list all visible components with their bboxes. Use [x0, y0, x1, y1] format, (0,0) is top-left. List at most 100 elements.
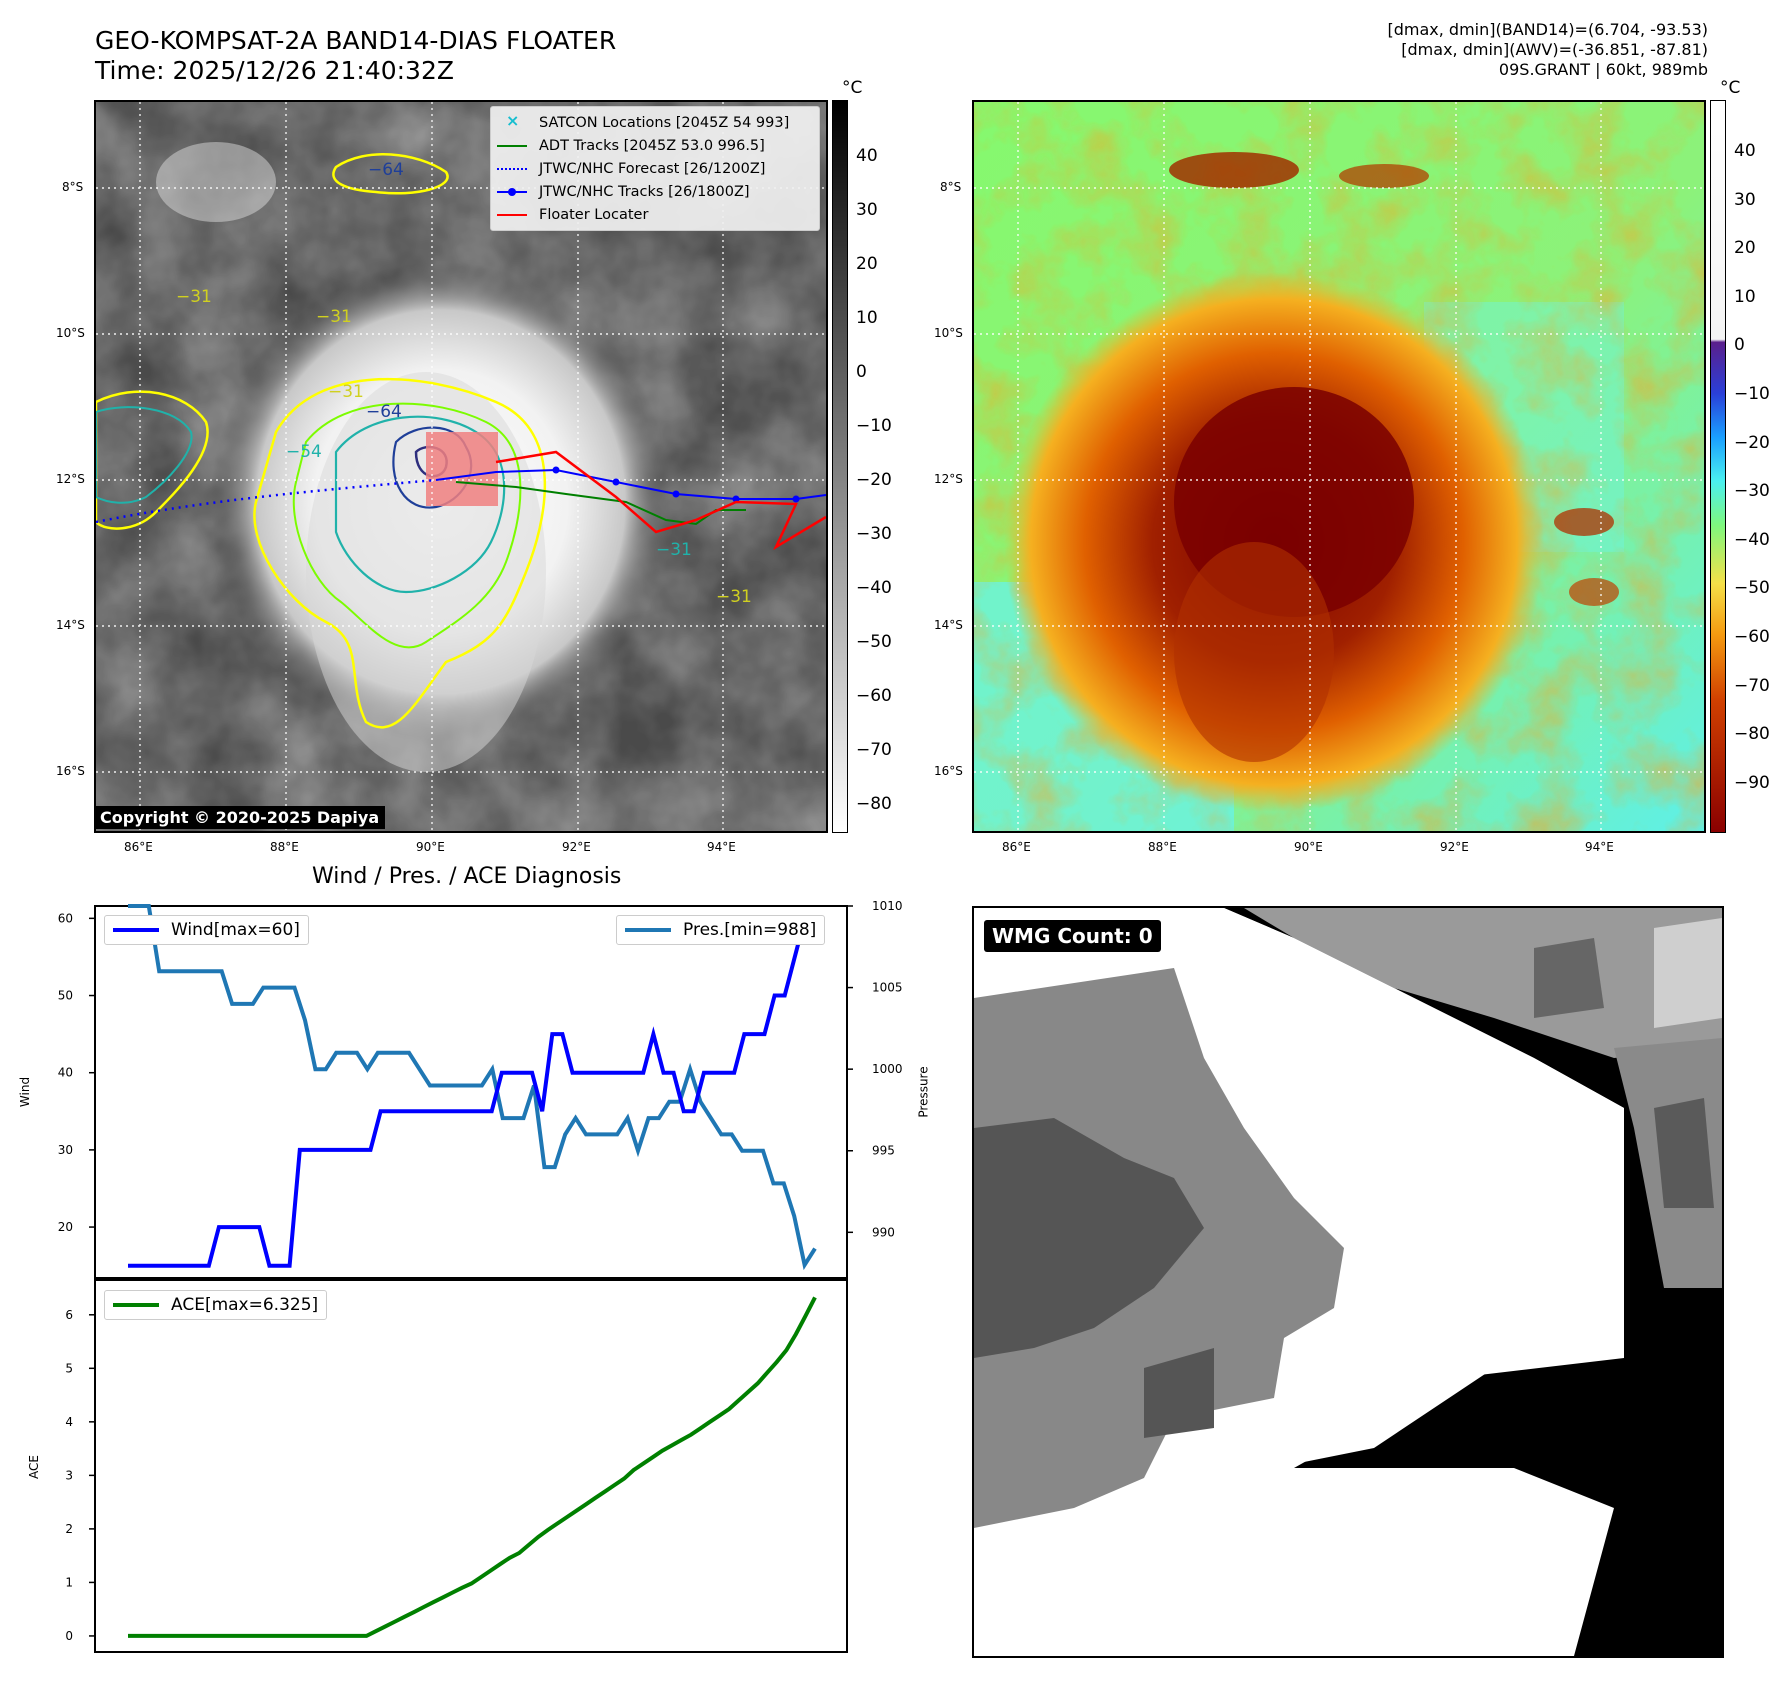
y2-tick-label: 1000: [872, 1062, 903, 1076]
ir-colorbar: [832, 100, 848, 833]
lat-label: 12°S: [934, 472, 963, 486]
y-tick-label: 5: [65, 1361, 73, 1375]
wmg-image: [974, 908, 1722, 1656]
awv-satellite-panel: [972, 100, 1706, 833]
contour-label: −31: [656, 540, 692, 560]
colorbar-tick: 0: [1734, 335, 1745, 356]
y2-tick-label: 995: [872, 1144, 895, 1158]
line-marker-icon: [497, 208, 527, 222]
ir-satellite-image: [96, 102, 826, 831]
legend-item-jtwc-tracks: JTWC/NHC Tracks [26/1800Z]: [497, 180, 813, 203]
info-line-1: [dmax, dmin](BAND14)=(6.704, -93.53): [1387, 20, 1709, 39]
contour-label: −31: [176, 287, 212, 307]
line-marker-icon: [497, 139, 527, 153]
lat-label: 10°S: [934, 326, 963, 340]
colorbar-tick: −50: [1734, 578, 1770, 599]
y2-tick-label: 1010: [872, 899, 903, 913]
wmg-panel: [972, 906, 1724, 1658]
awv-satellite-image: [974, 102, 1704, 831]
diagnosis-title: Wind / Pres. / ACE Diagnosis: [312, 864, 622, 889]
lat-label: 8°S: [62, 180, 84, 194]
colorbar-tick: 20: [856, 254, 878, 274]
colorbar-tick: 30: [856, 200, 878, 220]
colorbar-tick: −20: [856, 470, 892, 490]
colorbar-tick: −70: [1734, 675, 1770, 696]
ace-axis-label: ACE: [26, 1455, 41, 1479]
lon-label: 92°E: [1440, 840, 1469, 854]
line-swatch-icon: [113, 1303, 159, 1307]
y-tick-label: 40: [58, 1066, 73, 1080]
lon-label: 88°E: [270, 840, 299, 854]
legend-item-satcon: × SATCON Locations [2045Z 54 993]: [497, 111, 813, 134]
legend-label: Wind[max=60]: [171, 920, 300, 940]
lat-label: 10°S: [56, 326, 85, 340]
lat-label: 16°S: [934, 764, 963, 778]
lon-label: 94°E: [1585, 840, 1614, 854]
colorbar-tick: 40: [856, 146, 878, 166]
line-swatch-icon: [625, 928, 671, 932]
pressure-axis-label: Pressure: [916, 1066, 931, 1118]
chart-title-line2: Time: 2025/12/26 21:40:32Z: [95, 56, 454, 85]
copyright-badge: Copyright © 2020-2025 Dapiya: [94, 806, 386, 829]
info-line-2: [dmax, dmin](AWV)=(-36.851, -87.81): [1401, 40, 1708, 59]
lon-label: 86°E: [1002, 840, 1031, 854]
colorbar-tick: −40: [856, 578, 892, 598]
lon-label: 90°E: [1294, 840, 1323, 854]
ace-line: [128, 1296, 817, 1638]
colorbar-tick: −10: [1734, 384, 1770, 404]
ir-satellite-panel: −64 −31 −31 −31 −64 −54 −31 −31: [94, 100, 828, 833]
lat-label: 14°S: [934, 618, 963, 632]
colorbar-tick: −30: [856, 524, 892, 544]
legend-item-forecast: JTWC/NHC Forecast [26/1200Z]: [497, 157, 813, 180]
colorbar-tick: −60: [856, 686, 892, 706]
y-tick-label: 6: [65, 1308, 73, 1322]
ir-colorbar-unit: °C: [842, 78, 863, 98]
pres-legend: Pres.[min=988]: [616, 915, 826, 945]
line-swatch-icon: [113, 928, 159, 932]
y-tick-label: 3: [65, 1468, 73, 1482]
y2-tick-label: 990: [872, 1225, 895, 1239]
contour-label: −64: [366, 402, 402, 422]
colorbar-tick: −10: [856, 416, 892, 436]
chart-title-line1: GEO-KOMPSAT-2A BAND14-DIAS FLOATER: [95, 26, 617, 55]
contour-label: −31: [316, 307, 352, 327]
legend-label: SATCON Locations [2045Z 54 993]: [539, 114, 790, 131]
diagnosis-chart: 20 30 40 50 60 990 995 1000 1005 1010 0 1 2 3 4 5 6: [58, 899, 903, 1653]
dotted-line-icon: [497, 162, 527, 176]
colorbar-tick: −90: [1734, 772, 1770, 793]
colorbar-tick: −30: [1734, 481, 1770, 502]
colorbar-tick: 10: [856, 308, 878, 328]
y-tick-label: 50: [58, 989, 73, 1003]
legend-label: Floater Locater: [539, 206, 649, 223]
info-block: [dmax, dmin](BAND14)=(6.704, -93.53) [dm…: [1388, 20, 1709, 80]
contour-label: −31: [328, 382, 364, 402]
y-tick-label: 0: [65, 1629, 73, 1643]
dot-line-icon: [497, 185, 527, 199]
lon-label: 94°E: [707, 840, 736, 854]
awv-colorbar-unit: °C: [1720, 78, 1741, 98]
ir-legend: × SATCON Locations [2045Z 54 993] ADT Tr…: [490, 106, 820, 231]
y-tick-label: 30: [58, 1143, 73, 1157]
colorbar-tick: 40: [1734, 141, 1756, 161]
colorbar-tick: −60: [1734, 627, 1770, 647]
ace-axes: [94, 1279, 848, 1653]
y-tick-label: 20: [58, 1220, 73, 1234]
colorbar-tick: 20: [1734, 238, 1756, 259]
y-tick-label: 60: [58, 911, 73, 925]
y2-tick-label: 1005: [872, 981, 903, 995]
colorbar-tick: 0: [856, 362, 867, 382]
wind-line: [128, 916, 815, 1268]
lat-label: 14°S: [56, 618, 85, 632]
legend-label: Pres.[min=988]: [683, 920, 817, 940]
colorbar-tick: −50: [856, 632, 892, 652]
lon-label: 92°E: [562, 840, 591, 854]
pressure-line: [128, 904, 817, 1271]
y-tick-label: 4: [65, 1415, 73, 1429]
colorbar-tick: 10: [1734, 286, 1756, 307]
ace-legend: ACE[max=6.325]: [104, 1290, 328, 1320]
lon-label: 86°E: [124, 840, 153, 854]
colorbar-tick: −80: [1734, 724, 1770, 745]
legend-label: JTWC/NHC Tracks [26/1800Z]: [539, 183, 750, 200]
contour-label: −54: [286, 442, 322, 462]
lat-label: 12°S: [56, 472, 85, 486]
